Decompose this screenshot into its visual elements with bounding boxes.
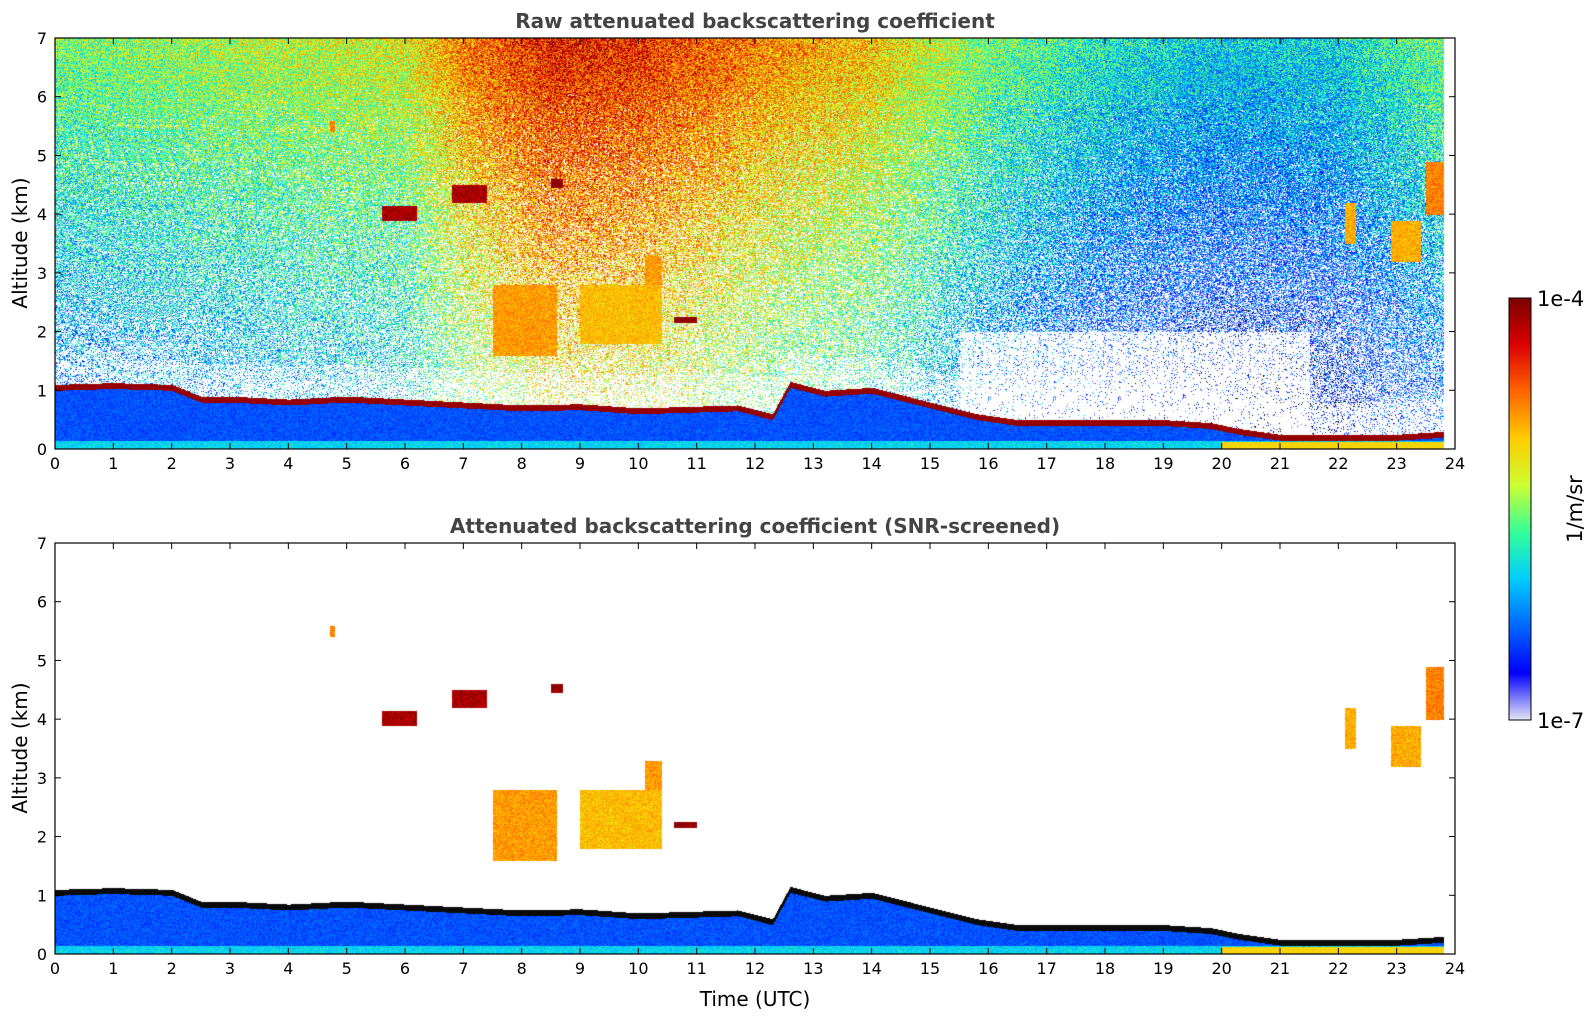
y-tick-label: 6 bbox=[37, 593, 47, 612]
x-tick-label: 22 bbox=[1328, 959, 1348, 978]
bottom-panel-title: Attenuated backscattering coefficient (S… bbox=[450, 514, 1060, 538]
x-tick-label: 16 bbox=[978, 959, 998, 978]
x-tick-label: 3 bbox=[225, 959, 235, 978]
x-tick-label: 15 bbox=[920, 454, 940, 473]
x-tick-label: 24 bbox=[1445, 454, 1465, 473]
colorbar: 1e-4 1e-7 1/m/sr bbox=[1508, 287, 1587, 733]
top-y-axis-label: Altitude (km) bbox=[8, 177, 32, 308]
x-tick-label: 6 bbox=[400, 959, 410, 978]
y-tick-label: 4 bbox=[37, 205, 47, 224]
x-tick-label: 10 bbox=[628, 959, 648, 978]
x-tick-label: 9 bbox=[575, 454, 585, 473]
bottom-x-axis-ticks: 0 1 2 3 4 5 6 7 8 9 10 11 12 13 14 15 16 17 18 19 20 21 22 23 24 bbox=[50, 543, 1465, 978]
x-tick-label: 2 bbox=[167, 454, 177, 473]
x-tick-label: 7 bbox=[458, 959, 468, 978]
y-tick-label: 4 bbox=[37, 710, 47, 729]
bottom-x-axis-label: Time (UTC) bbox=[699, 987, 811, 1011]
x-tick-label: 14 bbox=[861, 454, 881, 473]
x-tick-label: 14 bbox=[861, 959, 881, 978]
x-tick-label: 20 bbox=[1211, 959, 1231, 978]
x-tick-label: 17 bbox=[1036, 959, 1056, 978]
x-tick-label: 21 bbox=[1270, 959, 1290, 978]
x-tick-label: 9 bbox=[575, 959, 585, 978]
y-tick-label: 1 bbox=[37, 381, 47, 400]
top-heatmap bbox=[55, 38, 1455, 449]
x-tick-label: 4 bbox=[283, 454, 293, 473]
y-tick-label: 2 bbox=[37, 828, 47, 847]
x-tick-label: 21 bbox=[1270, 454, 1290, 473]
x-tick-label: 11 bbox=[686, 959, 706, 978]
x-tick-label: 5 bbox=[342, 959, 352, 978]
bottom-y-axis-ticks: 0 1 2 3 4 5 6 7 bbox=[37, 534, 1455, 964]
colorbar-gradient bbox=[1508, 297, 1532, 721]
bottom-panel: Attenuated backscattering coefficient (S… bbox=[8, 514, 1465, 1011]
colorbar-unit-label: 1/m/sr bbox=[1563, 475, 1587, 543]
y-tick-label: 7 bbox=[37, 29, 47, 48]
y-tick-label: 1 bbox=[37, 886, 47, 905]
y-tick-label: 7 bbox=[37, 534, 47, 553]
x-tick-label: 1 bbox=[108, 959, 118, 978]
x-tick-label: 6 bbox=[400, 454, 410, 473]
x-tick-label: 18 bbox=[1095, 454, 1115, 473]
colorbar-max-label: 1e-4 bbox=[1537, 287, 1584, 311]
colorbar-min-label: 1e-7 bbox=[1537, 709, 1584, 733]
y-tick-label: 5 bbox=[37, 146, 47, 165]
x-tick-label: 15 bbox=[920, 959, 940, 978]
x-tick-label: 22 bbox=[1328, 454, 1348, 473]
x-tick-label: 1 bbox=[108, 454, 118, 473]
x-tick-label: 17 bbox=[1036, 454, 1056, 473]
x-tick-label: 2 bbox=[167, 959, 177, 978]
x-tick-label: 23 bbox=[1386, 959, 1406, 978]
x-tick-label: 10 bbox=[628, 454, 648, 473]
x-tick-label: 11 bbox=[686, 454, 706, 473]
x-tick-label: 19 bbox=[1153, 454, 1173, 473]
x-tick-label: 8 bbox=[517, 959, 527, 978]
x-tick-label: 4 bbox=[283, 959, 293, 978]
x-tick-label: 13 bbox=[803, 454, 823, 473]
bottom-heatmap bbox=[55, 543, 1455, 954]
y-tick-label: 0 bbox=[37, 945, 47, 964]
x-tick-label: 16 bbox=[978, 454, 998, 473]
y-tick-label: 0 bbox=[37, 440, 47, 459]
y-tick-label: 6 bbox=[37, 88, 47, 107]
x-tick-label: 7 bbox=[458, 454, 468, 473]
x-tick-label: 20 bbox=[1211, 454, 1231, 473]
x-tick-label: 5 bbox=[342, 454, 352, 473]
top-panel-title: Raw attenuated backscattering coefficien… bbox=[515, 9, 995, 33]
x-tick-label: 24 bbox=[1445, 959, 1465, 978]
y-tick-label: 5 bbox=[37, 651, 47, 670]
x-tick-label: 12 bbox=[745, 454, 765, 473]
x-tick-label: 0 bbox=[50, 959, 60, 978]
top-x-axis-ticks: 0 1 2 3 4 5 6 7 8 9 10 11 12 13 14 15 16 17 18 19 20 21 22 23 24 bbox=[50, 38, 1465, 473]
top-y-axis-ticks: 0 1 2 3 4 5 6 7 bbox=[37, 29, 1455, 459]
top-panel: Raw attenuated backscattering coefficien… bbox=[8, 9, 1465, 473]
x-tick-label: 19 bbox=[1153, 959, 1173, 978]
bottom-y-axis-label: Altitude (km) bbox=[8, 682, 32, 813]
x-tick-label: 13 bbox=[803, 959, 823, 978]
x-tick-label: 0 bbox=[50, 454, 60, 473]
y-tick-label: 3 bbox=[37, 769, 47, 788]
x-tick-label: 23 bbox=[1386, 454, 1406, 473]
x-tick-label: 3 bbox=[225, 454, 235, 473]
y-tick-label: 3 bbox=[37, 264, 47, 283]
x-tick-label: 8 bbox=[517, 454, 527, 473]
x-tick-label: 12 bbox=[745, 959, 765, 978]
y-tick-label: 2 bbox=[37, 323, 47, 342]
x-tick-label: 18 bbox=[1095, 959, 1115, 978]
